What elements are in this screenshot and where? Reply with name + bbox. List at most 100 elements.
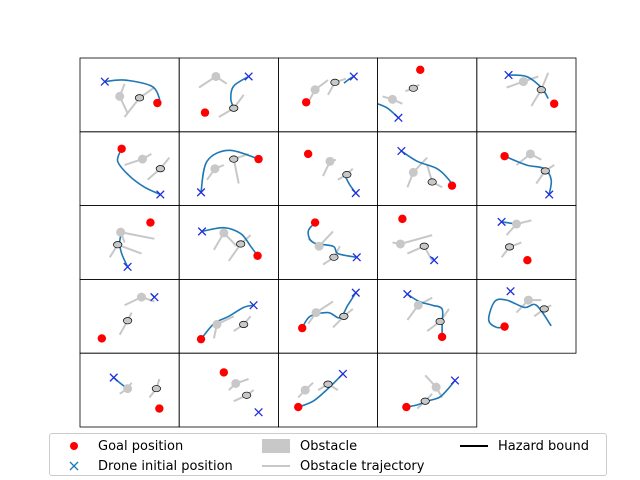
obstacle — [310, 85, 320, 95]
obstacle — [137, 292, 147, 302]
obstacle-hazard-bound — [330, 78, 340, 86]
panel-1 — [79, 57, 180, 133]
panel-10 — [476, 131, 577, 207]
obstacle — [212, 319, 222, 329]
obstacle — [211, 71, 221, 81]
obstacle-hazard-bound — [239, 320, 249, 328]
panel-6 — [79, 131, 180, 207]
goal-marker — [416, 65, 425, 75]
goal-marker — [303, 149, 313, 159]
panel-frame — [277, 278, 378, 354]
panel-frame — [178, 57, 279, 133]
panel-17 — [178, 278, 279, 354]
drone-trajectory — [508, 74, 549, 100]
goal-marker — [500, 322, 509, 331]
panel-frame — [277, 205, 378, 280]
obstacle-hazard-bound — [151, 385, 161, 393]
panel-frame — [178, 352, 279, 428]
legend-item-goal: Goal position — [58, 436, 183, 456]
panel-frame — [79, 57, 180, 133]
obstacle-hazard-bound — [504, 243, 515, 251]
drone-start-marker — [249, 300, 258, 310]
legend-label-obstacle: Obstacle — [300, 438, 358, 454]
drone-trajectory — [504, 155, 553, 195]
obstacle-hazard-bound — [536, 86, 546, 94]
goal-marker — [253, 251, 262, 260]
panel-frame — [377, 278, 478, 354]
obstacle-hazard-bound — [113, 241, 123, 249]
drone-trajectory — [201, 226, 259, 257]
panel-3 — [277, 57, 378, 133]
panel-4 — [377, 57, 478, 133]
obstacle — [431, 382, 441, 392]
obstacle — [395, 239, 405, 249]
drone-x-icon — [58, 456, 90, 476]
panel-frame — [377, 205, 478, 280]
obstacle-hazard-bound — [229, 155, 239, 163]
obstacle — [511, 219, 521, 229]
drone-start-marker — [352, 253, 362, 262]
drone-start-marker — [506, 286, 515, 296]
goal-dot-icon — [58, 436, 90, 456]
obstacle-hazard-bound — [540, 167, 550, 175]
obstacle-trajectory — [123, 86, 155, 118]
obstacle-hazard-bound — [435, 317, 445, 326]
goal-marker — [398, 214, 407, 224]
goal-marker — [294, 402, 303, 412]
obstacle-hazard-bound — [329, 253, 339, 261]
obstacle-trajectory — [124, 153, 152, 166]
panel-23 — [277, 352, 378, 428]
panel-frame — [476, 278, 577, 354]
goal-marker — [301, 98, 311, 107]
drone-start-marker — [150, 292, 159, 302]
obstacle — [518, 77, 528, 87]
panel-24 — [377, 352, 478, 428]
panel-frame — [178, 131, 279, 207]
legend: Goal position Drone initial position Obs… — [49, 433, 607, 476]
panel-12 — [178, 205, 279, 280]
panel-2 — [178, 57, 279, 133]
goal-marker — [196, 334, 206, 344]
obstacle-hazard-bound — [339, 312, 349, 320]
panel-14 — [377, 205, 478, 280]
goal-marker — [254, 154, 263, 164]
drone-trajectory — [487, 298, 552, 329]
panel-frame — [178, 205, 279, 280]
goal-marker — [500, 151, 509, 161]
panel-22 — [178, 352, 279, 428]
obstacle — [210, 164, 220, 174]
panel-9 — [377, 131, 478, 207]
obstacle-hazard-bound — [123, 317, 133, 325]
obstacle — [311, 308, 321, 318]
drone-start-marker — [394, 113, 403, 123]
obstacle-hazard-bound — [420, 397, 430, 405]
panel-5 — [476, 57, 577, 133]
drone-start-marker — [504, 70, 513, 80]
drone-trajectory — [200, 149, 259, 193]
drone-start-marker — [544, 190, 554, 199]
drone-start-marker — [450, 376, 460, 385]
drone-start-marker — [403, 289, 412, 299]
goal-marker — [219, 368, 229, 377]
obstacle-hazard-bound — [134, 94, 145, 102]
goal-marker — [310, 218, 320, 227]
obstacle-hazard-bound — [408, 84, 418, 92]
obstacle-hazard-bound — [242, 391, 252, 399]
obstacle-hazard-bound — [427, 178, 437, 186]
goal-marker — [298, 323, 307, 333]
drone-trajectory — [301, 292, 357, 329]
obstacle — [408, 167, 418, 177]
legend-item-obstacle-trajectory: Obstacle trajectory — [260, 456, 424, 476]
panel-frame — [377, 352, 478, 428]
obstacle-line-icon — [260, 456, 292, 476]
drone-start-marker — [109, 373, 118, 382]
obstacle — [525, 149, 535, 159]
drone-trajectory — [104, 79, 161, 104]
panel-16 — [79, 278, 180, 354]
legend-label-hazard-bound: Hazard bound — [498, 438, 589, 454]
drone-start-marker — [429, 255, 439, 265]
panel-frame — [377, 131, 478, 207]
legend-item-hazard-bound: Hazard bound — [458, 436, 589, 456]
drone-start-marker — [351, 188, 361, 198]
